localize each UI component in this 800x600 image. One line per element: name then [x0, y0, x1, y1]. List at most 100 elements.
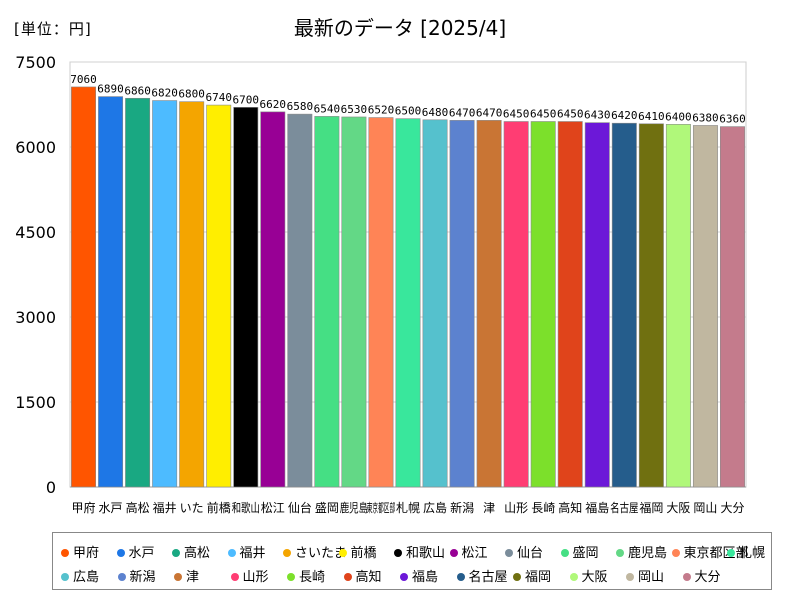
value-label: 6820: [151, 87, 178, 100]
y-axis: 0 1500 3000 4500 6000 7500: [15, 53, 56, 497]
bar: [692, 125, 718, 488]
value-label: 6700: [233, 93, 260, 106]
legend-label: 福井: [239, 546, 266, 561]
x-tick-label: いた: [180, 501, 204, 515]
legend-item: 津: [174, 566, 199, 585]
value-label: 6740: [205, 91, 232, 104]
x-tick-label: 名古屋: [610, 500, 638, 515]
bars: [71, 86, 745, 488]
legend-swatch: [394, 548, 402, 557]
x-tick-label: 広島: [423, 500, 447, 515]
legend-swatch: [172, 548, 180, 557]
legend-label: 仙台: [517, 546, 544, 561]
legend-item: 仙台: [505, 542, 543, 561]
y-tick-label: 3000: [15, 308, 56, 327]
legend-label: 福岡: [525, 570, 552, 585]
y-tick-label: 4500: [15, 223, 56, 242]
legend-swatch: [117, 572, 126, 581]
legend-item: 盛岡: [560, 542, 599, 561]
unit-label: [単位：円]: [14, 20, 92, 38]
legend-label: 甲府: [73, 546, 100, 561]
bar: [233, 107, 259, 488]
value-label: 6410: [638, 110, 665, 123]
bar: [665, 124, 691, 488]
bar: [125, 97, 151, 488]
legend-label: 新潟: [129, 570, 156, 585]
x-tick-label: 長崎: [531, 501, 555, 515]
x-tick-label: 東京都区部: [367, 500, 395, 515]
legend-item: 大分: [682, 566, 721, 585]
legend-item: 福岡: [513, 566, 551, 585]
legend-swatch: [626, 572, 634, 581]
legend-item: 福井: [227, 542, 266, 561]
y-tick-label: 7500: [15, 53, 56, 72]
value-label: 6450: [503, 108, 530, 121]
legend-label: さいたま: [295, 546, 347, 561]
legend-item: 松江: [449, 542, 488, 561]
bar: [287, 113, 313, 488]
legend-item: 岡山: [626, 566, 664, 585]
x-tick-label: 大阪: [666, 501, 690, 515]
x-tick-label: 新潟: [450, 500, 474, 515]
bar: [395, 118, 421, 488]
x-tick-label: 岡山: [693, 501, 717, 515]
legend-label: 松江: [461, 546, 488, 561]
x-axis: 甲府 水戸 高松 福井 いた 前橋 和歌山松江 仙台 盛岡 鹿児島東京都区部札幌 広島 新潟津山形 長崎…: [72, 500, 745, 515]
legend-label: 名古屋: [468, 570, 508, 585]
bar: [530, 121, 556, 488]
legend-label: 鹿児島: [628, 546, 668, 561]
value-label: 6400: [665, 110, 692, 123]
x-tick-label: 盛岡: [315, 500, 339, 515]
legend-item: 鹿児島: [616, 542, 667, 561]
value-label: 6620: [260, 98, 287, 111]
x-tick-label: 福井: [153, 500, 177, 515]
legend-swatch: [400, 572, 408, 581]
legend-swatch: [569, 572, 578, 581]
legend-swatch: [287, 572, 295, 581]
legend-swatch: [727, 548, 735, 557]
legend-item: 長崎: [287, 566, 325, 585]
legend: 甲府 水戸 高松 福井 さいたま 前橋 和歌山 松江 仙台 盛岡 鹿児島 東京都区部 札幌 広島 新潟津山形…: [52, 532, 772, 590]
value-label: 6890: [97, 83, 124, 96]
legend-swatch: [671, 548, 680, 557]
value-label: 6500: [395, 105, 422, 118]
bar: [449, 120, 475, 488]
legend-item: 水戸: [116, 542, 155, 561]
legend-swatch: [61, 548, 69, 557]
legend-label: 広島: [73, 570, 100, 585]
bar: [476, 120, 502, 488]
bar: [341, 116, 367, 488]
value-label: 6430: [584, 109, 611, 122]
legend-item: 前橋: [338, 542, 377, 561]
legend-item: 高松: [172, 542, 210, 561]
legend-item: 和歌山: [394, 542, 445, 561]
legend-label: 大阪: [581, 570, 608, 585]
legend-label: 前橋: [350, 546, 377, 561]
legend-swatch: [343, 572, 352, 581]
value-label: 6380: [692, 111, 719, 124]
legend-label: 大分: [694, 570, 721, 585]
bar: [152, 100, 178, 488]
x-tick-label: 津: [483, 501, 495, 515]
y-tick-label: 6000: [15, 138, 56, 157]
bar: [206, 104, 232, 488]
bar: [503, 121, 529, 488]
legend-swatch: [174, 572, 182, 581]
legend-item: 甲府: [61, 542, 99, 561]
bar: [179, 101, 205, 488]
legend-item: 大阪: [569, 566, 608, 585]
legend-swatch: [505, 548, 513, 557]
bar: [368, 117, 394, 488]
x-tick-label: 鹿児島: [340, 500, 368, 515]
bar: [584, 122, 610, 488]
value-label: 6800: [178, 88, 205, 101]
legend-swatch: [449, 548, 458, 557]
legend-item: さいたま: [283, 542, 347, 561]
value-label: 6450: [557, 108, 584, 121]
x-tick-label: 水戸: [99, 501, 123, 515]
value-label: 6470: [449, 106, 476, 119]
bar: [422, 119, 448, 488]
legend-swatch: [283, 548, 291, 557]
